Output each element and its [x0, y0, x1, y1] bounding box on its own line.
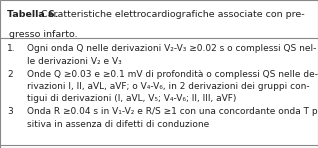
Text: 1.: 1. — [7, 44, 16, 53]
Text: Onde Q ≥0.03 e ≥0.1 mV di profondità o complessi QS nelle de-: Onde Q ≥0.03 e ≥0.1 mV di profondità o c… — [27, 70, 318, 79]
Text: tigui di derivazioni (I, aVL, V₅; V₄-V₆; II, III, aVF): tigui di derivazioni (I, aVL, V₅; V₄-V₆;… — [27, 94, 236, 103]
Text: Tabella 6.: Tabella 6. — [7, 10, 59, 19]
Text: 2: 2 — [7, 70, 13, 79]
Text: Onda R ≥0.04 s in V₁-V₂ e R/S ≥1 con una concordante onda T po-: Onda R ≥0.04 s in V₁-V₂ e R/S ≥1 con una… — [27, 107, 318, 116]
Text: rivazioni I, II, aVL, aVF; o V₄-V₆, in 2 derivazioni dei gruppi con-: rivazioni I, II, aVL, aVF; o V₄-V₆, in 2… — [27, 82, 310, 91]
Text: gresso infarto.: gresso infarto. — [9, 30, 78, 39]
Text: le derivazioni V₂ e V₃: le derivazioni V₂ e V₃ — [27, 57, 122, 66]
Text: Ogni onda Q nelle derivazioni V₂-V₃ ≥0.02 s o complessi QS nel-: Ogni onda Q nelle derivazioni V₂-V₃ ≥0.0… — [27, 44, 316, 53]
Text: 3: 3 — [7, 107, 13, 116]
Text: sitiva in assenza di difetti di conduzione: sitiva in assenza di difetti di conduzio… — [27, 120, 209, 129]
Text: Caratteristiche elettrocardiografiche associate con pre-: Caratteristiche elettrocardiografiche as… — [41, 10, 304, 19]
